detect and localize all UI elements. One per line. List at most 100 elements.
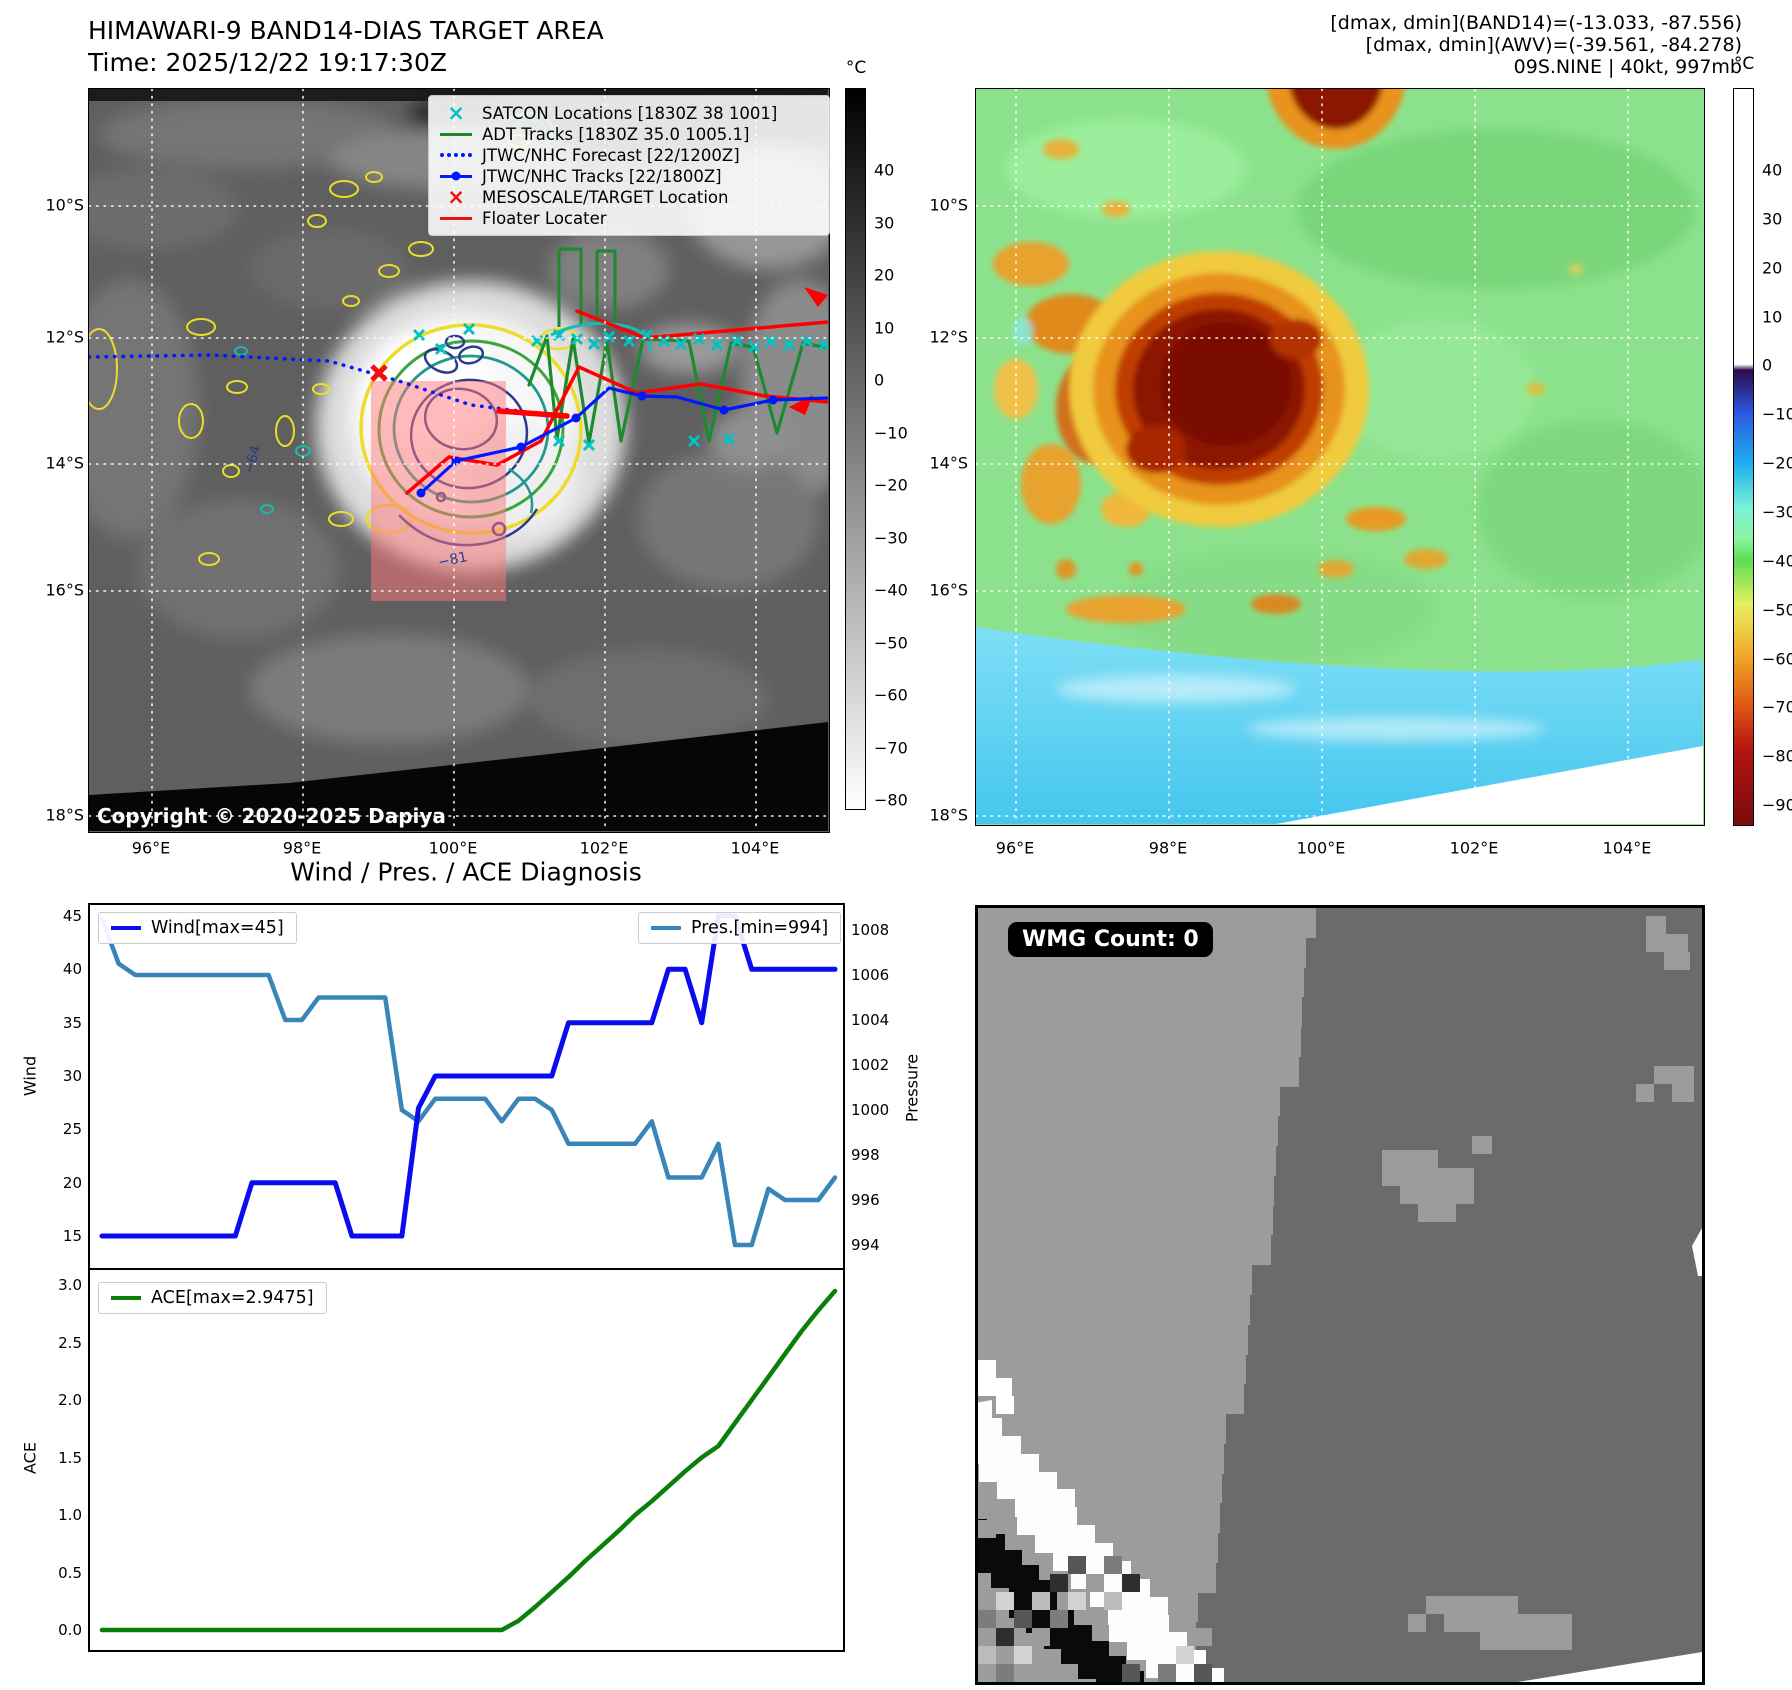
chart-title: Wind / Pres. / ACE Diagnosis	[290, 857, 642, 887]
awv-colorbar-tick: 0	[1762, 355, 1773, 375]
ace-line-icon	[111, 1296, 141, 1300]
pressure-line-icon	[651, 926, 681, 930]
awv-colorbar-tick: −30	[1762, 502, 1792, 522]
pressure-legend-label: Pres.[min=994]	[691, 918, 829, 938]
awv-map-graphic	[976, 89, 1703, 824]
pressure-ytick: 1000	[851, 1101, 890, 1119]
wmg-graphic	[978, 908, 1702, 1682]
band14-colorbar-tick: −80	[874, 790, 908, 810]
ace-ytick: 2.0	[58, 1391, 82, 1409]
pressure-ytick: 994	[851, 1236, 880, 1254]
band14-colorbar-tick: 20	[874, 265, 895, 285]
pressure-ytick: 1004	[851, 1011, 890, 1029]
ace-ytick: 3.0	[58, 1276, 82, 1294]
copyright-text: Copyright © 2020-2025 Dapiya	[97, 804, 446, 828]
legend-row-mesoscale: × MESOSCALE/TARGET Location	[439, 185, 819, 209]
left-map-lat-tick: 18°S	[45, 805, 84, 825]
pressure-ytick: 998	[851, 1146, 880, 1164]
wind-legend-label: Wind[max=45]	[151, 918, 284, 938]
awv-colorbar-tick: −20	[1762, 453, 1792, 473]
storm-cold-cloud-blob	[1069, 89, 1405, 527]
band14-colorbar-tick: −50	[874, 633, 908, 652]
right-map-lon-tick: 100°E	[1296, 838, 1346, 858]
awv-satellite-map	[975, 88, 1705, 826]
right-map-lat-tick: 10°S	[929, 195, 968, 215]
ace-chart	[88, 1268, 845, 1652]
legend-row-forecast: JTWC/NHC Forecast [22/1200Z]	[439, 145, 819, 165]
red-x-icon: ×	[447, 185, 465, 209]
band14-colorbar-tick: −70	[874, 738, 908, 757]
left-map-lat-tick: 16°S	[45, 580, 84, 600]
blue-dot-icon	[451, 171, 461, 181]
ace-ytick: 1.5	[58, 1448, 82, 1467]
band14-colorbar-tick: 40	[874, 160, 895, 180]
wind-ytick: 15	[62, 1226, 82, 1245]
band14-colorbar	[845, 88, 866, 810]
pressure-ytick: 996	[851, 1191, 880, 1209]
band14-colorbar-tick: 0	[874, 370, 885, 390]
red-line-icon	[440, 216, 472, 220]
right-map-lon-tick: 96°E	[995, 838, 1035, 858]
awv-colorbar-tick: 10	[1762, 307, 1783, 327]
right-map-lon-tick: 104°E	[1602, 838, 1652, 858]
wind-line-icon	[111, 926, 141, 930]
legend-label: JTWC/NHC Tracks [22/1800Z]	[482, 166, 722, 186]
jtwc-track-line	[419, 386, 828, 495]
left-map-lon-tick: 98°E	[282, 838, 322, 858]
colorbar-unit: °C	[845, 58, 867, 78]
pressure-ytick: 1006	[851, 966, 890, 984]
legend-row-adt: ADT Tracks [1830Z 35.0 1005.1]	[439, 124, 819, 144]
ace-legend: ACE[max=2.9475]	[98, 1282, 327, 1314]
blue-dotted-line-icon	[440, 153, 472, 157]
awv-colorbar-tick: 20	[1762, 258, 1783, 278]
awv-colorbar-tick: −90	[1762, 795, 1792, 815]
ace-plot	[99, 1288, 838, 1633]
pressure-legend: Pres.[min=994]	[638, 912, 842, 944]
right-map-lat-tick: 14°S	[929, 453, 968, 473]
band14-colorbar-tick: −10	[874, 423, 908, 442]
legend-row-floater: Floater Locater	[439, 208, 819, 228]
awv-colorbar-tick: 30	[1762, 209, 1783, 229]
band14-colorbar-tick: −20	[874, 475, 908, 495]
right-map-lon-tick: 102°E	[1449, 838, 1499, 858]
band14-colorbar-tick: 10	[874, 318, 895, 337]
page-title: HIMAWARI-9 BAND14-DIAS TARGET AREA	[88, 16, 604, 45]
mesoscale-target-x-icon	[370, 364, 388, 382]
right-map-lat-tick: 18°S	[929, 805, 968, 825]
legend-label: Floater Locater	[482, 208, 607, 228]
ace-ytick: 0.0	[58, 1621, 82, 1639]
right-map-lat-tick: 16°S	[929, 580, 968, 600]
legend-row-tracks: JTWC/NHC Tracks [22/1800Z]	[439, 166, 819, 186]
awv-colorbar-tick: −40	[1762, 551, 1792, 571]
wind-pressure-plot	[99, 913, 838, 1248]
legend-row-satcon: × SATCON Locations [1830Z 38 1001]	[439, 103, 819, 124]
wind-ytick: 35	[62, 1013, 82, 1032]
wmg-count-badge: WMG Count: 0	[1008, 922, 1213, 957]
right-map-lon-tick: 98°E	[1148, 838, 1188, 858]
wmg-panel	[975, 905, 1705, 1685]
colorbar-unit: °C	[1733, 54, 1755, 74]
storm-id-intensity: 09S.NINE | 40kt, 997mb	[1513, 56, 1742, 78]
target-area-box	[371, 381, 506, 601]
wind-ytick: 40	[62, 960, 82, 979]
wind-axis-label: Wind	[20, 1055, 40, 1097]
legend-label: MESOSCALE/TARGET Location	[482, 187, 729, 207]
wind-legend: Wind[max=45]	[98, 912, 297, 944]
legend-label: ADT Tracks [1830Z 35.0 1005.1]	[482, 124, 750, 144]
wmg-white-bits	[978, 1228, 1702, 1682]
left-map-lat-tick: 14°S	[45, 453, 84, 473]
legend-label: JTWC/NHC Forecast [22/1200Z]	[482, 145, 740, 165]
wmg-light-patches	[1382, 916, 1694, 1650]
wind-series-line	[99, 913, 838, 1239]
left-map-lat-tick: 10°S	[45, 195, 84, 215]
wind-ytick: 25	[62, 1120, 82, 1139]
legend-label: SATCON Locations [1830Z 38 1001]	[482, 103, 778, 123]
left-map-lon-tick: 96°E	[131, 838, 171, 858]
pressure-ytick: 1002	[851, 1056, 890, 1074]
scan-edge-black-wedge	[89, 722, 828, 831]
awv-colorbar-tick: −50	[1762, 600, 1792, 620]
band14-colorbar-tick: −40	[874, 580, 908, 600]
wind-pressure-chart	[88, 903, 845, 1270]
ace-ytick: 0.5	[58, 1563, 82, 1582]
